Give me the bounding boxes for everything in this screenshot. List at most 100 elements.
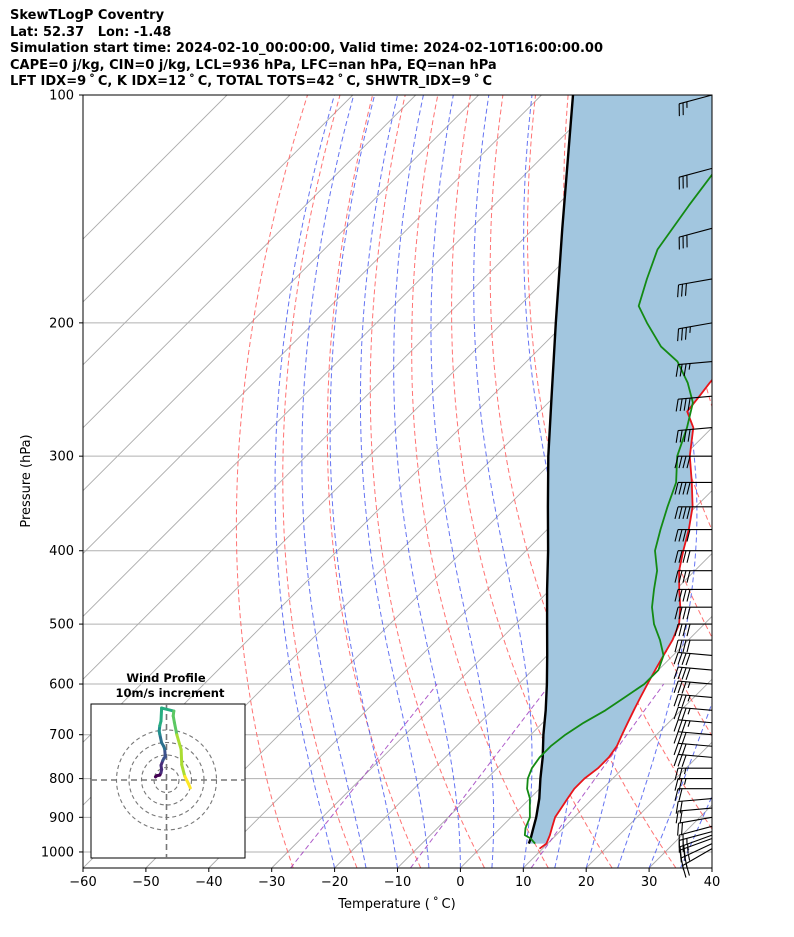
barb-feather [681,822,684,835]
barb-staff [678,666,713,671]
chart-header: SkewTLogP Coventry Lat: 52.37 Lon: -1.48… [10,8,603,91]
barb-feather [681,707,687,720]
x-tick-label: 30 [641,875,658,890]
wind-barb [678,94,713,117]
barb-staff [679,227,713,238]
cape-line: CAPE=0 j/kg, CIN=0 j/kg, LCL=936 hPa, LF… [10,57,497,73]
barb-feather [674,778,679,791]
barb-feather [686,639,691,653]
barb-staff [678,395,713,400]
barb-feather [686,607,691,620]
barb-feather [678,623,683,637]
x-tick-label: 20 [578,875,595,890]
wind-barb [675,395,713,412]
barb-feather [687,429,691,442]
barb-feather [681,284,684,297]
wind-barb [673,666,713,680]
barb-feather [677,328,680,342]
barb-staff [678,693,713,698]
y-tick-label: 700 [49,728,74,743]
barb-staff [678,807,713,812]
wind-barb [675,427,713,443]
barb-feather [678,529,683,542]
barb-feather [679,398,683,412]
wind-barb [674,623,712,637]
wind-barb [673,731,713,745]
barb-feather [674,550,679,563]
moist-adiabat-line [359,95,430,868]
dry-adiabat-line [489,95,677,868]
barb-half-feather [687,843,689,851]
barb-feather [678,639,683,653]
barb-feather [682,550,687,563]
barb-feather [681,667,687,680]
barb-feather [677,681,683,694]
barb-staff [678,706,713,711]
barb-feather [674,589,679,602]
barb-feather [673,652,679,665]
mixing-ratio-lines [290,683,665,868]
x-tick-label: 40 [704,875,721,890]
wind-barb [679,834,713,860]
wind-barb [673,693,713,708]
barb-feather [681,681,687,694]
moist-adiabat-line [711,866,712,868]
barb-half-feather [688,363,691,370]
chart-title: SkewTLogP Coventry [10,8,165,23]
barb-feather [673,680,679,693]
barb-feather [673,754,679,767]
barb-feather [682,589,687,602]
wind-barb [673,753,713,767]
barb-feather [677,652,683,665]
barb-feather [686,529,691,542]
barb-feather [677,754,683,767]
barb-feather [682,456,687,469]
barb-feather [678,589,683,602]
hodograph-segment [159,706,164,723]
barb-feather [682,623,687,637]
wind-barb [677,816,713,836]
dry-adiabat-line [731,95,794,868]
dry-adiabat-line [235,95,308,868]
barb-feather [686,456,691,469]
barb-feather [673,719,679,732]
y-tick-label: 600 [49,678,74,693]
wind-barb [677,278,713,298]
moist-adiabat-line [430,95,495,868]
barb-staff [678,719,713,724]
mixing-ratio-line [290,683,438,868]
hodograph-frame [90,703,246,859]
hodograph-rings [91,704,245,858]
x-tick-label: −50 [132,875,159,890]
y-tick-label: 900 [49,811,74,826]
barb-feather [673,666,679,679]
wind-barb [678,167,713,190]
barb-staff [678,816,713,824]
barb-feather [679,430,683,443]
barb-staff [678,322,713,330]
barb-half-feather [687,708,691,715]
barb-feather [681,720,687,733]
barb-feather [677,823,680,836]
wind-barb [674,778,712,791]
barb-half-feather [687,720,691,727]
y-tick-label: 500 [49,618,74,633]
hodograph-segment [180,763,187,778]
dry-adiabat-line [411,95,549,868]
cin-shading [528,95,712,844]
wind-barb [673,706,713,720]
y-tick-label: 400 [49,544,74,559]
x-tick-label: −10 [384,875,411,890]
barb-feather [677,719,683,733]
barb-feather [674,506,679,519]
wind-barb [674,767,712,781]
barb-half-feather [687,854,691,861]
barb-feather [678,607,683,620]
barb-feather [679,846,682,860]
mixing-ratio-line [530,683,665,868]
index-line: LFT IDX=9 ˚ C, K IDX=12 ˚ C, TOTAL TOTS=… [10,74,493,89]
moist-adiabat-line [393,95,461,868]
barb-feather [674,768,679,781]
barb-staff [678,361,713,366]
hodograph-trace [154,706,192,790]
